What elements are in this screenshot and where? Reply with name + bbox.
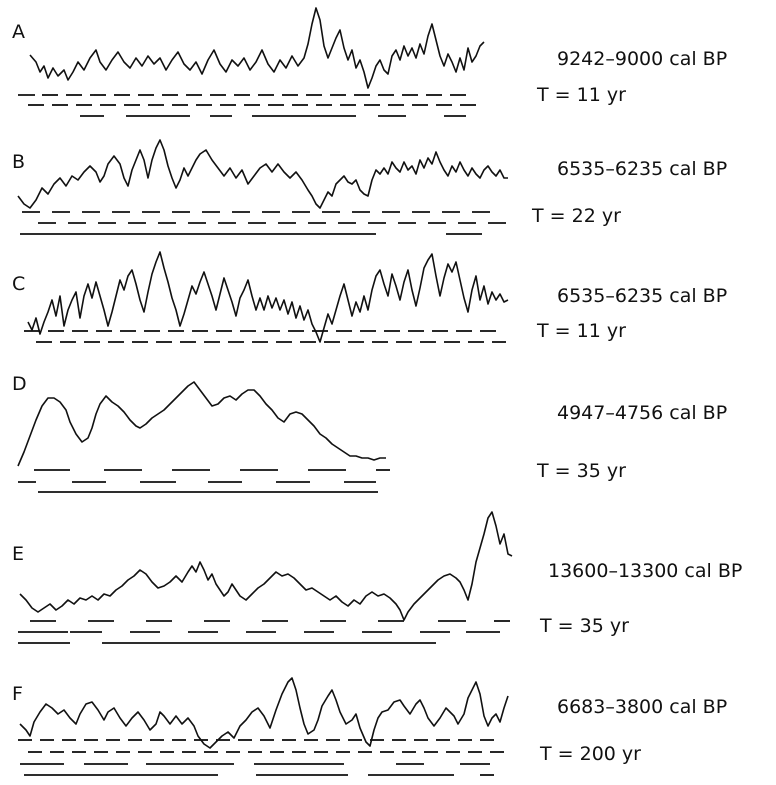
signal-curve: [27, 251, 509, 343]
period-label: T = 11 yr: [536, 320, 626, 342]
panel-letter: F: [12, 683, 23, 705]
panel-c: C 6535–6235 cal BP T = 11 yr: [12, 251, 727, 343]
panel-letter: B: [12, 151, 25, 173]
signal-curve: [19, 511, 513, 621]
panel-d: D 4947–4756 cal BP T = 35 yr: [12, 373, 727, 493]
period-label: T = 35 yr: [539, 615, 629, 637]
range-label: 9242–9000 cal BP: [557, 48, 727, 70]
signal-curve: [29, 7, 485, 89]
signal-curve: [19, 677, 509, 749]
period-label: T = 35 yr: [536, 460, 626, 482]
panel-letter: D: [12, 373, 27, 395]
panel-letter: E: [12, 543, 24, 565]
period-label: T = 11 yr: [536, 84, 626, 106]
signal-curve: [17, 381, 386, 467]
range-label: 13600–13300 cal BP: [548, 560, 742, 582]
range-label: 4947–4756 cal BP: [557, 402, 727, 424]
signal-curve: [17, 139, 508, 209]
range-label: 6683–3800 cal BP: [557, 696, 727, 718]
panel-letter: A: [12, 21, 25, 43]
panel-e: E 13600–13300 cal BP T = 35 yr: [12, 511, 742, 644]
period-label: T = 200 yr: [539, 743, 641, 765]
panel-letter: C: [12, 273, 25, 295]
panel-a: A 9242–9000 cal BP T = 11 yr: [12, 7, 727, 117]
panel-f: F 6683–3800 cal BP T = 200 yr: [12, 677, 727, 776]
panel-b: B 6535–6235 cal BP T = 22 yr: [12, 139, 727, 235]
range-label: 6535–6235 cal BP: [557, 285, 727, 307]
range-label: 6535–6235 cal BP: [557, 158, 727, 180]
period-label: T = 22 yr: [531, 205, 621, 227]
